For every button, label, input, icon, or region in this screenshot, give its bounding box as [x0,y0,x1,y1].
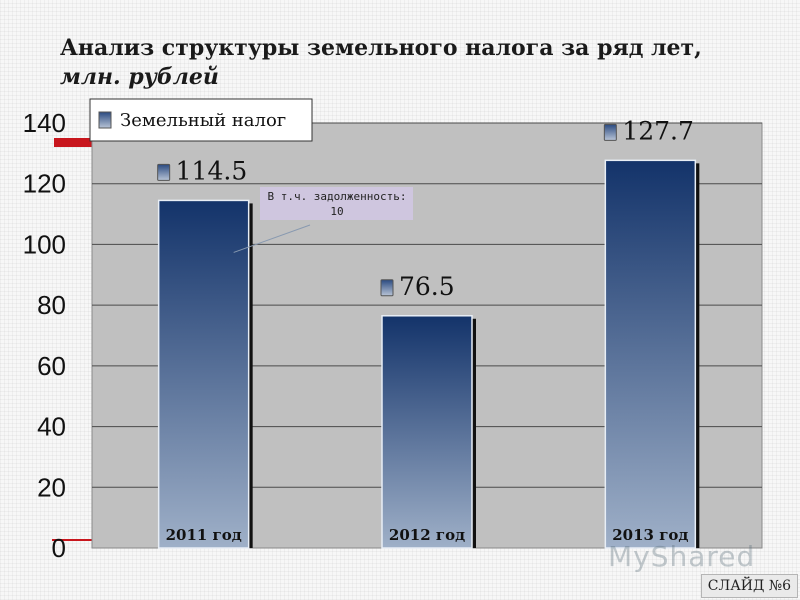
bar [604,159,697,549]
chart-title: Анализ структуры земельного налога за ря… [60,34,740,92]
value-label: 127.7 [622,116,694,145]
value-label: 76.5 [399,272,455,301]
y-tick-label: 60 [37,351,66,381]
chart-title-unit: млн. рублей [60,64,219,90]
y-tick-label: 0 [52,533,66,563]
accent-bar [54,138,92,147]
y-tick-label: 20 [37,472,66,502]
annotation-text-line2: 10 [330,205,343,218]
annotation-text-line1: В т.ч. задолженность: [267,190,406,203]
y-tick-label: 40 [37,412,66,442]
value-label-marker [603,123,617,141]
value-label-marker [380,279,394,297]
value-label-marker [157,163,171,181]
y-tick-label: 120 [23,169,66,199]
legend-label: Земельный налог [120,110,286,131]
legend-box [89,98,313,142]
legend-marker [98,111,112,129]
bar [381,315,473,549]
x-category-label: 2011 год [166,526,242,544]
y-tick-label: 140 [23,108,66,138]
watermark: MyShared [608,540,756,573]
chart-title-main: Анализ структуры земельного налога за ря… [60,35,702,61]
bar [157,199,250,549]
y-tick-label: 100 [23,229,66,259]
zero-accent-line [52,539,92,541]
annotation-box [260,187,413,220]
y-tick-label: 80 [37,290,66,320]
x-category-label: 2012 год [389,526,465,544]
value-label: 114.5 [176,156,248,185]
slide-number-label: СЛАЙД №6 [700,574,798,598]
annotation-leader [233,224,311,253]
x-category-label: 2013 год [612,526,688,544]
